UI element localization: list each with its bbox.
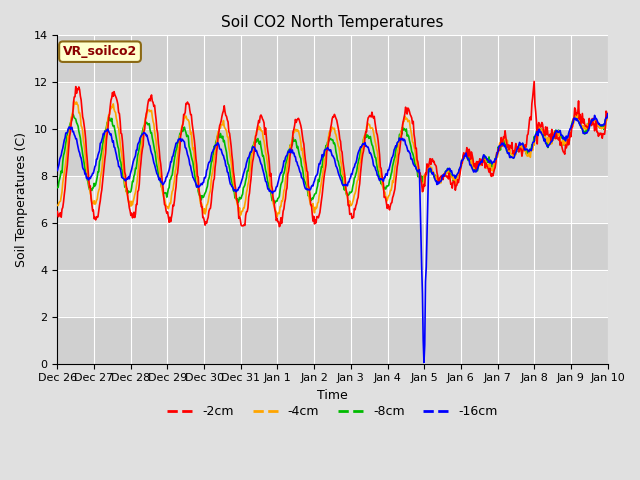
X-axis label: Time: Time [317,389,348,402]
Legend: -2cm, -4cm, -8cm, -16cm: -2cm, -4cm, -8cm, -16cm [163,400,502,423]
Bar [58,129,607,176]
Title: Soil CO2 North Temperatures: Soil CO2 North Temperatures [221,15,444,30]
Text: VR_soilco2: VR_soilco2 [63,45,137,58]
Y-axis label: Soil Temperatures (C): Soil Temperatures (C) [15,132,28,267]
Bar [58,223,607,270]
Bar [58,36,607,82]
Bar [58,317,607,364]
